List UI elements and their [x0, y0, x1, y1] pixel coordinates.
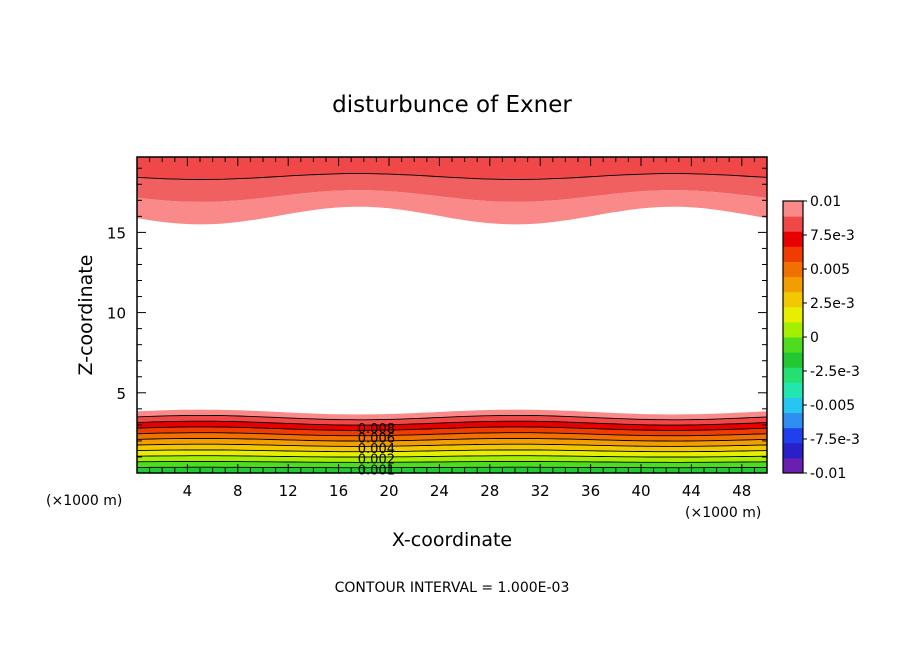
bottom-band-3 — [137, 426, 767, 436]
colorbar-labels: 0.01 7.5e-3 0.005 2.5e-3 0 -2.5e-3 -0.005 -7.5e… — [803, 194, 860, 482]
bottom-contour-line-2 — [136, 420, 768, 426]
y-tick-label: 15 — [107, 224, 126, 242]
colorbar-swatch — [783, 201, 803, 217]
contour-lines — [136, 173, 768, 469]
colorbar-swatch — [783, 352, 803, 368]
x-tick-label: 40 — [631, 482, 650, 500]
colorbar-tick-label: -2.5e-3 — [810, 364, 860, 380]
colorbar — [783, 201, 803, 474]
contour-label: 0.006 — [358, 432, 395, 447]
bottom-contour-line-5 — [136, 437, 768, 442]
y-tick-label: 5 — [116, 385, 126, 403]
colorbar-swatch — [783, 382, 803, 398]
bottom-band-0 — [137, 409, 767, 420]
colorbar-tick-label: -0.005 — [810, 398, 855, 414]
colorbar-swatch — [783, 216, 803, 232]
colorbar-swatch — [783, 276, 803, 293]
colorbar-swatch — [783, 231, 803, 247]
bottom-contour-line-9 — [136, 461, 768, 463]
colorbar-tick-label: 0.005 — [810, 262, 850, 278]
colorbar-swatch — [783, 412, 803, 429]
x-axis-ticks: 4 8 12 16 20 24 28 32 36 40 44 48 — [149, 157, 755, 500]
bottom-contour-line-4 — [136, 432, 768, 437]
colorbar-swatch — [783, 337, 803, 353]
colorbar-tick-label: 0 — [810, 330, 819, 346]
bottom-contour-line-8 — [136, 455, 768, 458]
colorbar-tick-label: 0.01 — [810, 194, 841, 210]
bottom-band-9 — [137, 461, 767, 468]
colorbar-swatch — [783, 321, 803, 338]
colorbar-swatch — [783, 397, 803, 414]
x-tick-label: 16 — [329, 482, 348, 500]
x-tick-label: 8 — [233, 482, 243, 500]
colorbar-frame — [782, 200, 804, 474]
top-band-0 — [137, 190, 767, 225]
colorbar-tick-label: 2.5e-3 — [810, 296, 855, 312]
contour-fills — [137, 157, 767, 473]
colorbar-swatch — [783, 306, 803, 323]
chart-title: disturbunce of Exner — [332, 92, 572, 118]
bottom-band-2 — [137, 421, 767, 431]
contour-label: 0.008 — [358, 422, 395, 437]
bottom-contour-line-10 — [137, 466, 767, 469]
x-unit-right: (×1000 m) — [685, 505, 761, 521]
bottom-contour-line-6 — [136, 443, 768, 447]
bottom-band-1 — [137, 415, 767, 426]
contour-label: 0.002 — [358, 453, 395, 468]
x-tick-label: 20 — [379, 482, 398, 500]
top-band-2 — [137, 157, 767, 180]
colorbar-swatch — [783, 246, 803, 262]
x-unit-left: (×1000 m) — [46, 493, 122, 509]
colorbar-swatch — [783, 367, 803, 383]
colorbar-tick-label: 7.5e-3 — [810, 228, 855, 244]
colorbar-swatch — [783, 291, 803, 308]
y-axis-label: Z-coordinate — [75, 255, 97, 376]
x-tick-label: 28 — [480, 482, 499, 500]
x-axis-label: X-coordinate — [392, 529, 512, 551]
y-tick-label: 10 — [107, 305, 126, 323]
x-tick-label: 12 — [279, 482, 298, 500]
colorbar-swatch — [783, 442, 803, 459]
bottom-band-8 — [137, 455, 767, 463]
colorbar-tick-label: -7.5e-3 — [810, 432, 860, 448]
x-tick-label: 36 — [581, 482, 600, 500]
y-axis-ticks: 5 10 15 — [107, 167, 767, 458]
top-contour-line — [136, 173, 768, 180]
colorbar-tick-label: -0.01 — [810, 466, 846, 482]
top-band-1 — [137, 173, 767, 202]
colorbar-swatch — [783, 457, 803, 474]
bottom-band-6 — [137, 444, 767, 452]
colorbar-swatch — [783, 261, 803, 278]
x-tick-label: 32 — [531, 482, 550, 500]
contour-label: 0.004 — [358, 442, 395, 457]
bottom-contour-line-7 — [136, 449, 768, 453]
colorbar-swatch — [783, 427, 803, 444]
x-tick-label: 48 — [732, 482, 751, 500]
contour-interval-note: CONTOUR INTERVAL = 1.000E-03 — [335, 580, 570, 596]
x-tick-label: 44 — [682, 482, 701, 500]
x-tick-label: 4 — [183, 482, 193, 500]
bottom-contour-line-1 — [136, 414, 768, 421]
bottom-band-7 — [137, 450, 767, 457]
bottom-contour-line-3 — [136, 426, 768, 431]
x-tick-label: 24 — [430, 482, 449, 500]
